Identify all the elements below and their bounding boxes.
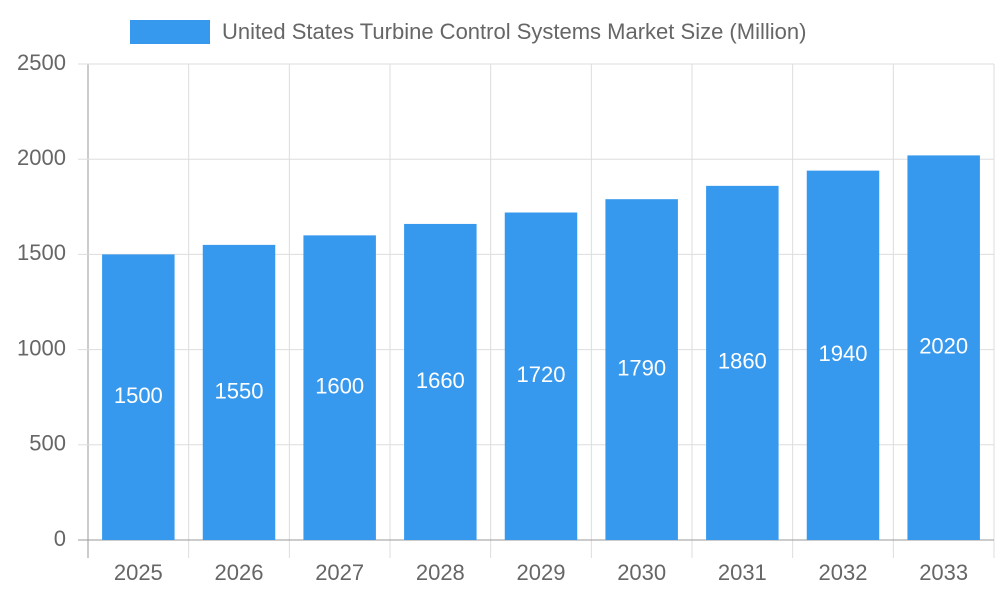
bar	[907, 155, 980, 540]
x-tick-label: 2031	[718, 560, 767, 585]
y-tick-label: 500	[29, 431, 66, 456]
bar	[303, 235, 376, 541]
bar	[202, 244, 276, 540]
value-label: 1660	[416, 368, 465, 393]
bar	[504, 212, 578, 540]
x-tick-label: 2029	[517, 560, 566, 585]
bar	[404, 223, 477, 540]
value-label: 1500	[114, 383, 163, 408]
y-tick-label: 1000	[17, 335, 66, 360]
y-tick-label: 0	[54, 526, 66, 551]
y-tick-label: 2000	[17, 145, 66, 170]
value-label: 1790	[617, 355, 666, 380]
value-label: 1720	[517, 362, 566, 387]
bar	[706, 185, 779, 540]
legend-swatch	[130, 20, 210, 44]
value-label: 1550	[215, 378, 264, 403]
bar	[806, 170, 880, 540]
value-label: 1860	[718, 349, 767, 374]
y-tick-label: 2500	[17, 50, 66, 75]
value-label: 2020	[919, 334, 968, 359]
x-tick-label: 2027	[315, 560, 364, 585]
bar	[605, 199, 678, 540]
x-tick-label: 2025	[114, 560, 163, 585]
x-tick-label: 2028	[416, 560, 465, 585]
y-tick-label: 1500	[17, 240, 66, 265]
legend-label: United States Turbine Control Systems Ma…	[222, 19, 806, 44]
bar	[102, 254, 175, 540]
x-tick-label: 2026	[215, 560, 264, 585]
value-label: 1600	[315, 373, 364, 398]
value-label: 1940	[819, 341, 868, 366]
x-tick-label: 2030	[617, 560, 666, 585]
x-tick-label: 2032	[819, 560, 868, 585]
x-tick-label: 2033	[919, 560, 968, 585]
